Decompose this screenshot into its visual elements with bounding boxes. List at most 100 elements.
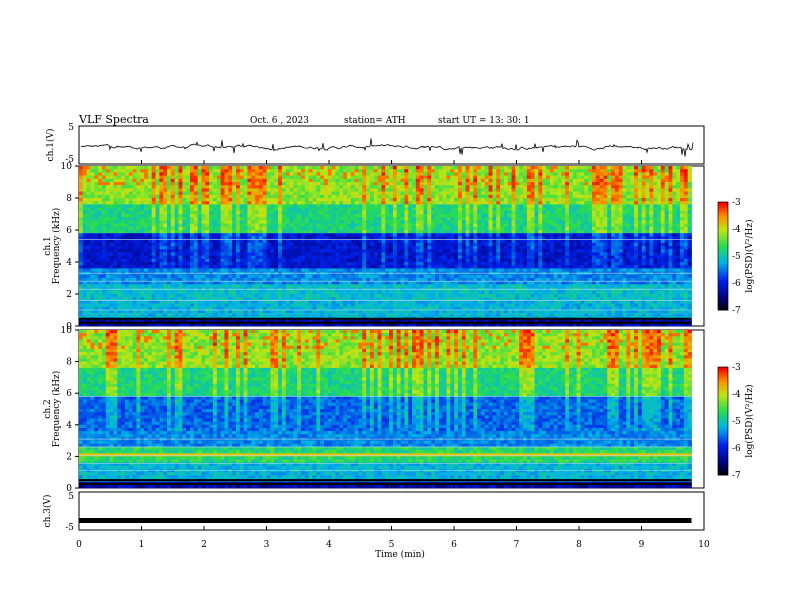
spectrogram-cell bbox=[212, 223, 218, 228]
spectrogram-cell bbox=[98, 201, 103, 205]
spectrogram-cell bbox=[530, 166, 535, 170]
spectrogram-cell bbox=[660, 217, 666, 221]
spectrogram-cell bbox=[373, 220, 378, 224]
spectrogram-cell bbox=[316, 194, 321, 199]
spectrogram-cell bbox=[228, 185, 233, 189]
spectrogram-cell bbox=[262, 258, 267, 263]
spectrogram-cell bbox=[243, 230, 248, 234]
spectrogram-cell bbox=[442, 175, 447, 180]
spectrogram-cell bbox=[316, 210, 321, 215]
spectrogram-cell bbox=[431, 239, 436, 244]
spectrogram-cell bbox=[324, 262, 329, 266]
spectrogram-cell bbox=[193, 258, 199, 263]
spectrogram-cell bbox=[297, 239, 302, 244]
spectrogram-cell bbox=[496, 194, 501, 199]
spectrogram-cell bbox=[358, 242, 363, 247]
spectrogram-cell bbox=[607, 239, 612, 244]
spectrogram-cell bbox=[454, 255, 459, 260]
spectrogram-cell bbox=[86, 172, 91, 176]
spectrogram-cell bbox=[312, 188, 317, 192]
spectrogram-cell bbox=[136, 265, 141, 269]
spectrogram-cell bbox=[144, 194, 149, 199]
spectrogram-cell bbox=[450, 242, 455, 247]
spectrogram-cell bbox=[381, 169, 386, 173]
spectrogram-cell bbox=[427, 169, 432, 173]
spectrogram-cell bbox=[209, 239, 214, 244]
spectrogram-cell bbox=[293, 185, 298, 189]
spectrogram-cell bbox=[412, 252, 417, 256]
spectrogram-cell bbox=[86, 178, 91, 183]
spectrogram-cell bbox=[312, 210, 317, 215]
spectrogram-cell bbox=[408, 188, 413, 192]
spectrogram-cell bbox=[507, 175, 512, 180]
spectrogram-cell bbox=[611, 249, 616, 253]
spectrogram-cell bbox=[664, 182, 669, 186]
spectrogram-cell bbox=[366, 246, 371, 250]
spectrogram-cell bbox=[660, 182, 666, 186]
spectrogram-cell bbox=[113, 220, 118, 224]
spectrogram-cell bbox=[224, 255, 229, 260]
spectrogram-cell bbox=[101, 169, 107, 173]
spectrogram-cell bbox=[121, 239, 126, 244]
spectrogram-cell bbox=[477, 204, 482, 208]
spectrogram-cell bbox=[664, 242, 669, 247]
spectrogram-cell bbox=[262, 226, 267, 231]
spectrogram-cell bbox=[358, 204, 363, 208]
spectrogram-cell bbox=[423, 214, 428, 218]
spectrogram-cell bbox=[243, 226, 248, 231]
spectrogram-cell bbox=[350, 258, 356, 263]
spectrogram-cell bbox=[683, 242, 689, 247]
spectrogram-cell bbox=[262, 191, 267, 196]
spectrogram-cell bbox=[293, 194, 298, 199]
spectrogram-cell bbox=[243, 217, 248, 221]
spectrogram-cell bbox=[109, 210, 114, 215]
spectrogram-cell bbox=[519, 188, 524, 192]
spectrogram-cell bbox=[664, 185, 669, 189]
spectrogram-cell bbox=[182, 214, 187, 218]
spectrogram-cell bbox=[224, 172, 229, 176]
spectrogram-cell bbox=[580, 194, 585, 199]
spectrogram-cell bbox=[190, 249, 195, 253]
spectrogram-cell bbox=[301, 182, 306, 186]
spectrogram-cell bbox=[140, 214, 145, 218]
spectrogram-cell bbox=[140, 201, 145, 205]
spectrogram-cell bbox=[186, 178, 191, 183]
spectrogram-cell bbox=[343, 230, 348, 234]
spectrogram-cell bbox=[534, 246, 539, 250]
spectrogram-cell bbox=[534, 191, 539, 196]
spectrogram-cell bbox=[293, 217, 298, 221]
spectrogram-cell bbox=[484, 262, 490, 266]
spectrogram-cell bbox=[576, 207, 581, 212]
spectrogram-cell bbox=[258, 194, 264, 199]
spectrogram-cell bbox=[660, 220, 666, 224]
spectrogram-cell bbox=[281, 182, 287, 186]
spectrogram-cell bbox=[419, 230, 424, 234]
spectrogram-cell bbox=[278, 194, 283, 199]
spectrogram-cell bbox=[174, 230, 179, 234]
spectrogram-cell bbox=[101, 172, 107, 176]
spectrogram-cell bbox=[400, 217, 405, 221]
spectrogram-cell bbox=[220, 258, 225, 263]
spectrogram-cell bbox=[86, 169, 91, 173]
spectrogram-cell bbox=[561, 262, 566, 266]
spectrogram-cell bbox=[82, 194, 88, 199]
spectrogram-cell bbox=[572, 242, 578, 247]
spectrogram-cell bbox=[599, 217, 604, 221]
spectrogram-cell bbox=[584, 252, 589, 256]
spectrogram-cell bbox=[82, 178, 88, 183]
spectrogram-cell bbox=[224, 220, 229, 224]
spectrogram-cell bbox=[308, 198, 313, 202]
spectrogram-cell bbox=[232, 252, 237, 256]
spectrogram-cell bbox=[94, 236, 99, 240]
spectrogram-cell bbox=[270, 198, 275, 202]
spectrogram-cell bbox=[611, 210, 616, 215]
spectrogram-cell bbox=[546, 217, 551, 221]
spectrogram-cell bbox=[147, 246, 153, 250]
spectrogram-cell bbox=[297, 201, 302, 205]
spectrogram-cell bbox=[232, 255, 237, 260]
spectrogram-cell bbox=[274, 188, 279, 192]
spectrogram-cell bbox=[239, 178, 245, 183]
spectrogram-cell bbox=[278, 258, 283, 263]
spectrogram-cell bbox=[109, 204, 114, 208]
spectrogram-cell bbox=[511, 194, 516, 199]
